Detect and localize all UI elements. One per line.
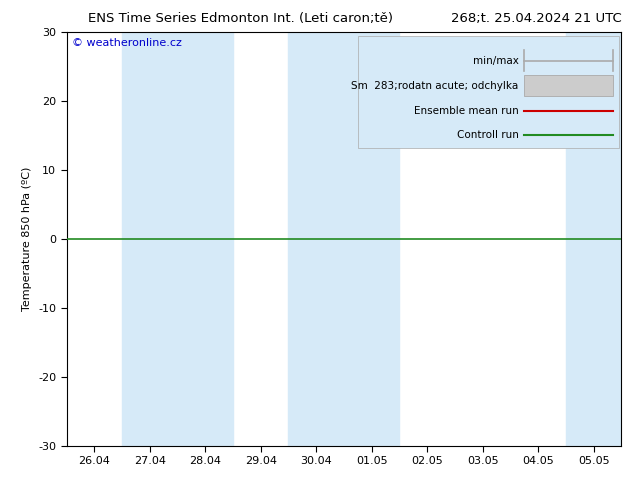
Point <box>145 229 153 235</box>
Point <box>145 230 153 236</box>
Text: ENS Time Series Edmonton Int. (Leti caron;tě): ENS Time Series Edmonton Int. (Leti caro… <box>88 12 394 25</box>
Text: Sm  283;rodatn acute; odchylka: Sm 283;rodatn acute; odchylka <box>351 81 519 91</box>
Text: Ensemble mean run: Ensemble mean run <box>414 105 519 116</box>
Y-axis label: Temperature 850 hPa (ºC): Temperature 850 hPa (ºC) <box>22 167 32 311</box>
Point <box>136 230 144 236</box>
Point <box>136 229 144 235</box>
Bar <box>344 32 399 446</box>
Point <box>145 230 153 236</box>
Text: Controll run: Controll run <box>457 130 519 140</box>
Bar <box>122 32 178 446</box>
Bar <box>288 32 344 446</box>
Bar <box>566 32 621 446</box>
Point <box>136 231 144 237</box>
Bar <box>178 32 233 446</box>
Text: min/max: min/max <box>473 56 519 66</box>
Point <box>145 229 153 235</box>
Point <box>136 230 144 236</box>
Point <box>145 231 153 237</box>
Point <box>136 229 144 235</box>
FancyBboxPatch shape <box>358 36 619 148</box>
FancyBboxPatch shape <box>524 75 613 96</box>
Text: 268;t. 25.04.2024 21 UTC: 268;t. 25.04.2024 21 UTC <box>451 12 621 25</box>
Text: © weatheronline.cz: © weatheronline.cz <box>72 38 182 48</box>
